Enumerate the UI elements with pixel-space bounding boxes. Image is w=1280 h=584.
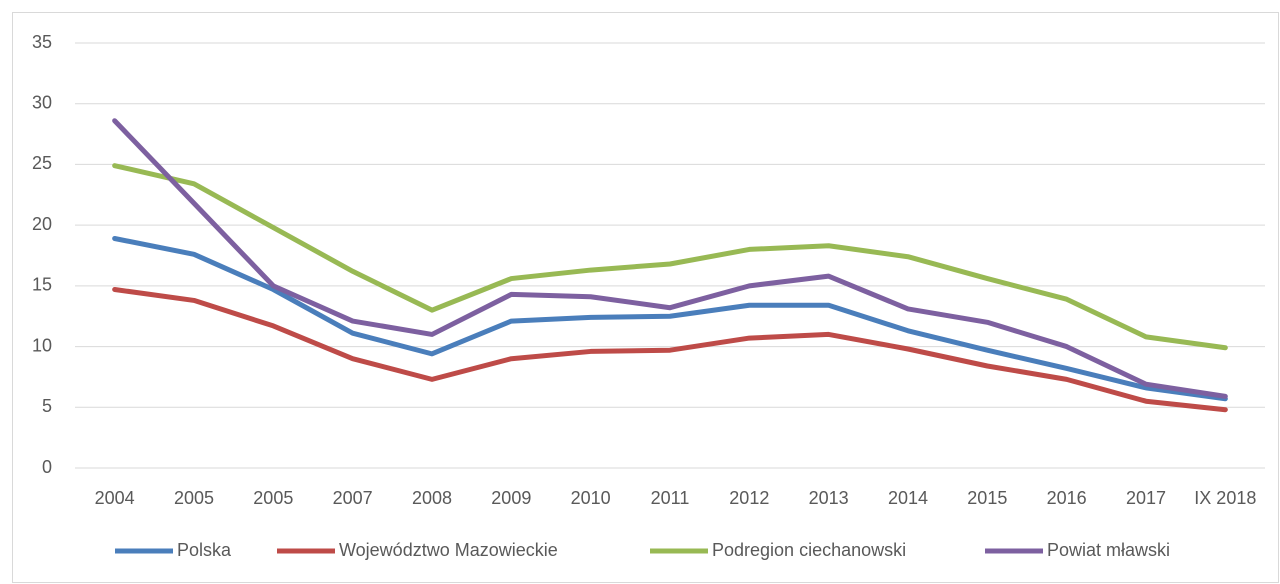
y-tick-label: 25	[32, 153, 52, 173]
x-tick-label: IX 2018	[1194, 488, 1256, 508]
y-tick-label: 30	[32, 92, 52, 112]
x-tick-label: 2015	[967, 488, 1007, 508]
x-tick-label: 2007	[333, 488, 373, 508]
y-tick-label: 35	[32, 32, 52, 52]
line-series	[112, 236, 1228, 402]
y-tick-label: 10	[32, 335, 52, 355]
x-tick-label: 2005	[174, 488, 214, 508]
x-tick-label: 2004	[95, 488, 135, 508]
x-tick-label: 2012	[729, 488, 769, 508]
line-series	[112, 163, 1228, 351]
legend-label: Polska	[177, 540, 232, 560]
legend-label: Podregion ciechanowski	[712, 540, 906, 560]
x-tick-label: 2011	[651, 488, 690, 508]
y-tick-label: 20	[32, 214, 52, 234]
legend-label: Powiat mławski	[1047, 540, 1170, 560]
y-tick-label: 5	[42, 396, 52, 416]
x-tick-label: 2017	[1126, 488, 1166, 508]
x-tick-label: 2005	[253, 488, 293, 508]
line-series	[112, 118, 1228, 399]
x-tick-label: 2010	[571, 488, 611, 508]
line-series	[112, 287, 1228, 413]
x-tick-label: 2008	[412, 488, 452, 508]
y-tick-label: 15	[32, 275, 52, 295]
x-tick-label: 2014	[888, 488, 928, 508]
x-tick-label: 2016	[1047, 488, 1087, 508]
y-tick-label: 0	[42, 457, 52, 477]
x-tick-label: 2009	[491, 488, 531, 508]
x-tick-label: 2013	[809, 488, 849, 508]
legend-label: Województwo Mazowieckie	[339, 540, 558, 560]
